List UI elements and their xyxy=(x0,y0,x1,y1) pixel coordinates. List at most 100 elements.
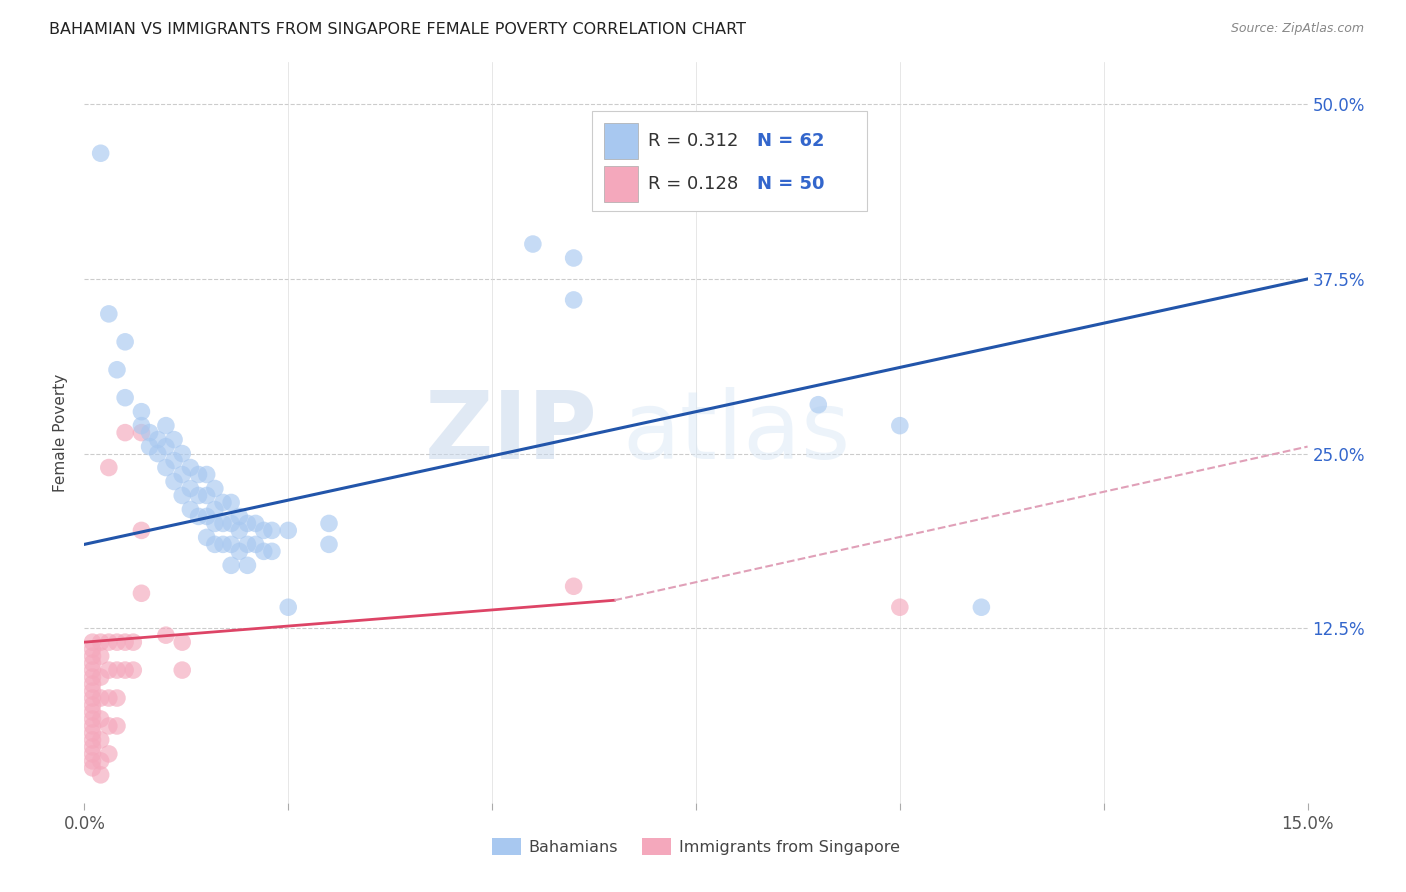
Point xyxy=(82,677,104,691)
Point xyxy=(82,726,104,740)
Point xyxy=(105,363,128,377)
Point xyxy=(90,712,112,726)
Point xyxy=(179,482,201,496)
Point xyxy=(97,663,120,677)
Point xyxy=(155,628,177,642)
Point xyxy=(253,524,276,538)
Point xyxy=(187,509,209,524)
Point xyxy=(97,307,120,321)
Point xyxy=(131,418,153,433)
Text: R = 0.128: R = 0.128 xyxy=(648,175,738,193)
Point xyxy=(114,425,136,440)
Point xyxy=(105,635,128,649)
Point xyxy=(807,398,830,412)
Point xyxy=(562,579,585,593)
Point xyxy=(163,453,186,467)
Point xyxy=(82,739,104,754)
Point xyxy=(236,537,259,551)
Point xyxy=(82,663,104,677)
Point xyxy=(245,516,267,531)
Point xyxy=(204,502,226,516)
Point xyxy=(219,495,242,509)
Point xyxy=(187,488,209,502)
Point xyxy=(889,418,911,433)
Point xyxy=(163,475,186,489)
Point xyxy=(82,649,104,664)
Point xyxy=(212,495,235,509)
Point xyxy=(163,433,186,447)
Text: BAHAMIAN VS IMMIGRANTS FROM SINGAPORE FEMALE POVERTY CORRELATION CHART: BAHAMIAN VS IMMIGRANTS FROM SINGAPORE FE… xyxy=(49,22,747,37)
Point xyxy=(228,509,250,524)
FancyBboxPatch shape xyxy=(592,111,868,211)
Point xyxy=(562,293,585,307)
Point xyxy=(236,516,259,531)
FancyBboxPatch shape xyxy=(605,123,638,159)
Point xyxy=(179,502,201,516)
Point xyxy=(82,761,104,775)
Point xyxy=(97,691,120,706)
Point xyxy=(82,747,104,761)
Point xyxy=(131,586,153,600)
Point xyxy=(146,433,169,447)
Text: R = 0.312: R = 0.312 xyxy=(648,132,738,150)
Point xyxy=(228,544,250,558)
Point xyxy=(90,670,112,684)
Point xyxy=(195,467,218,482)
Point xyxy=(90,691,112,706)
Point xyxy=(131,425,153,440)
Point xyxy=(131,524,153,538)
Point xyxy=(90,146,112,161)
Point xyxy=(82,705,104,719)
Point xyxy=(260,544,283,558)
Point xyxy=(105,719,128,733)
Point xyxy=(97,719,120,733)
Point xyxy=(122,635,145,649)
Point xyxy=(318,537,340,551)
Point xyxy=(155,460,177,475)
Point xyxy=(155,440,177,454)
Point xyxy=(82,733,104,747)
Point xyxy=(204,537,226,551)
Point xyxy=(138,425,160,440)
Text: N = 50: N = 50 xyxy=(758,175,825,193)
Point xyxy=(90,635,112,649)
Point xyxy=(90,649,112,664)
Text: Source: ZipAtlas.com: Source: ZipAtlas.com xyxy=(1230,22,1364,36)
Point xyxy=(172,467,194,482)
Point xyxy=(105,691,128,706)
Point xyxy=(82,754,104,768)
Point xyxy=(219,537,242,551)
Point xyxy=(122,663,145,677)
Text: ZIP: ZIP xyxy=(425,386,598,479)
Point xyxy=(889,600,911,615)
Point xyxy=(90,754,112,768)
Point xyxy=(260,524,283,538)
Point xyxy=(155,418,177,433)
Point xyxy=(204,516,226,531)
Point xyxy=(562,251,585,265)
Point xyxy=(114,635,136,649)
Point xyxy=(219,516,242,531)
Point xyxy=(90,733,112,747)
Point xyxy=(522,237,544,252)
Point xyxy=(172,635,194,649)
Point xyxy=(105,663,128,677)
Point xyxy=(82,719,104,733)
Point xyxy=(253,544,276,558)
Point xyxy=(82,656,104,670)
Point xyxy=(131,405,153,419)
Point xyxy=(212,516,235,531)
Point xyxy=(195,488,218,502)
Point xyxy=(172,663,194,677)
Y-axis label: Female Poverty: Female Poverty xyxy=(53,374,69,491)
FancyBboxPatch shape xyxy=(605,166,638,202)
Point xyxy=(212,537,235,551)
Point xyxy=(114,391,136,405)
Point xyxy=(245,537,267,551)
Point xyxy=(82,642,104,657)
Point xyxy=(97,747,120,761)
Point xyxy=(277,600,299,615)
Point xyxy=(970,600,993,615)
Point xyxy=(82,635,104,649)
Point xyxy=(195,530,218,544)
